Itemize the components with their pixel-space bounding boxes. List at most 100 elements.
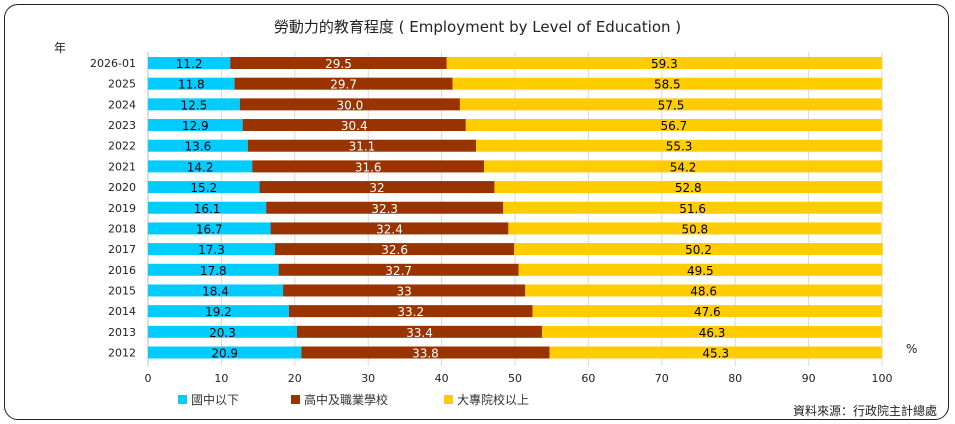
data-label: 55.3 bbox=[666, 140, 693, 154]
data-label: 33.4 bbox=[406, 326, 433, 340]
bar-segment bbox=[148, 98, 240, 111]
data-label: 17.3 bbox=[198, 243, 225, 257]
bar-segment bbox=[148, 305, 289, 318]
data-label: 29.7 bbox=[330, 78, 357, 92]
data-label: 33.8 bbox=[412, 347, 439, 361]
data-label: 54.2 bbox=[670, 160, 697, 174]
bar-segment bbox=[230, 57, 447, 69]
y-tick-label: 2012 bbox=[108, 347, 136, 360]
data-label: 32.3 bbox=[371, 202, 398, 216]
bar-segment bbox=[247, 139, 477, 152]
data-label: 52.8 bbox=[675, 181, 702, 195]
bar-segment bbox=[270, 222, 509, 235]
x-tick-label: 40 bbox=[435, 372, 449, 385]
legend-item-college: 大專院校以上 bbox=[444, 391, 529, 408]
bar-segment bbox=[476, 139, 882, 152]
legend-swatch bbox=[178, 395, 187, 404]
bar-segment bbox=[148, 243, 275, 256]
bar-segment bbox=[148, 346, 302, 359]
x-tick-label: 30 bbox=[361, 372, 375, 385]
data-label: 20.3 bbox=[209, 326, 236, 340]
data-label: 49.5 bbox=[687, 264, 714, 278]
y-axis-label: 年 bbox=[54, 41, 67, 55]
bar-segment bbox=[148, 181, 260, 194]
bar-segment bbox=[446, 57, 882, 69]
bar-segment bbox=[452, 77, 882, 90]
data-label: 16.7 bbox=[196, 222, 223, 236]
bar-segment bbox=[484, 160, 882, 173]
data-label: 33.2 bbox=[397, 305, 424, 319]
bar-segment bbox=[278, 263, 519, 276]
bar-segment bbox=[549, 346, 882, 359]
bar-segment bbox=[465, 119, 882, 132]
bar-segment bbox=[508, 222, 882, 235]
y-tick-label: 2016 bbox=[108, 264, 136, 277]
data-label: 11.2 bbox=[176, 57, 203, 71]
legend-swatch bbox=[291, 395, 300, 404]
legend-item-junior-high: 國中以下 bbox=[178, 391, 239, 408]
data-label: 47.6 bbox=[694, 305, 721, 319]
data-label: 30.0 bbox=[336, 98, 363, 112]
bar-segment bbox=[148, 222, 271, 235]
data-label: 33 bbox=[397, 284, 412, 298]
y-tick-label: 2026-01 bbox=[90, 57, 136, 70]
data-label: 31.1 bbox=[349, 140, 376, 154]
data-label: 50.8 bbox=[681, 222, 708, 236]
bar-segment bbox=[274, 243, 515, 256]
y-tick-label: 2015 bbox=[108, 284, 136, 297]
bar-segment bbox=[514, 243, 883, 256]
data-label: 12.9 bbox=[182, 119, 209, 133]
data-label: 30.4 bbox=[341, 119, 368, 133]
bar-segment bbox=[525, 284, 882, 297]
x-tick-label: 10 bbox=[214, 372, 228, 385]
bar-segment bbox=[239, 98, 460, 111]
bar-segment bbox=[252, 160, 485, 173]
bar-segment bbox=[518, 263, 882, 276]
bar-segment bbox=[459, 98, 882, 111]
x-tick-label: 60 bbox=[581, 372, 595, 385]
data-label: 32.4 bbox=[376, 222, 403, 236]
x-tick-label: 50 bbox=[508, 372, 522, 385]
data-label: 32.7 bbox=[385, 264, 412, 278]
chart-title: 勞動力的教育程度 ( Employment by Level of Educat… bbox=[273, 18, 682, 36]
x-tick-label: 70 bbox=[655, 372, 669, 385]
data-label: 15.2 bbox=[190, 181, 217, 195]
bar-segment bbox=[148, 119, 243, 132]
data-label: 31.6 bbox=[355, 160, 382, 174]
y-tick-label: 2022 bbox=[108, 140, 136, 153]
x-tick-label: 80 bbox=[728, 372, 742, 385]
x-tick-label: 100 bbox=[872, 372, 893, 385]
data-label: 56.7 bbox=[661, 119, 688, 133]
data-label: 45.3 bbox=[702, 347, 729, 361]
legend-item-senior-high: 高中及職業學校 bbox=[291, 391, 388, 408]
legend-swatch bbox=[444, 395, 453, 404]
chart-frame bbox=[4, 4, 949, 420]
data-label: 18.4 bbox=[202, 284, 229, 298]
y-tick-label: 2019 bbox=[108, 202, 136, 215]
bar-segment bbox=[148, 201, 267, 214]
data-label: 12.5 bbox=[181, 98, 208, 112]
y-tick-label: 2024 bbox=[108, 98, 136, 111]
data-label: 48.6 bbox=[690, 284, 717, 298]
data-label: 46.3 bbox=[699, 326, 726, 340]
data-label: 20.9 bbox=[211, 347, 238, 361]
data-label: 17.8 bbox=[200, 264, 227, 278]
data-label: 19.2 bbox=[205, 305, 232, 319]
bar-segment bbox=[288, 305, 533, 318]
y-tick-label: 2013 bbox=[108, 326, 136, 339]
x-tick-label: 90 bbox=[802, 372, 816, 385]
bar-segment bbox=[494, 181, 882, 194]
data-label: 58.5 bbox=[654, 78, 681, 92]
bar-segment bbox=[148, 139, 248, 152]
y-tick-label: 2014 bbox=[108, 305, 136, 318]
bar-segment bbox=[148, 325, 298, 338]
bar-segment bbox=[148, 77, 235, 90]
data-label: 59.3 bbox=[651, 57, 678, 71]
data-label: 11.8 bbox=[178, 78, 205, 92]
x-axis-unit: % bbox=[906, 342, 918, 356]
bar-segment bbox=[283, 284, 526, 297]
bar-segment bbox=[148, 263, 279, 276]
bar-segment bbox=[148, 160, 253, 173]
